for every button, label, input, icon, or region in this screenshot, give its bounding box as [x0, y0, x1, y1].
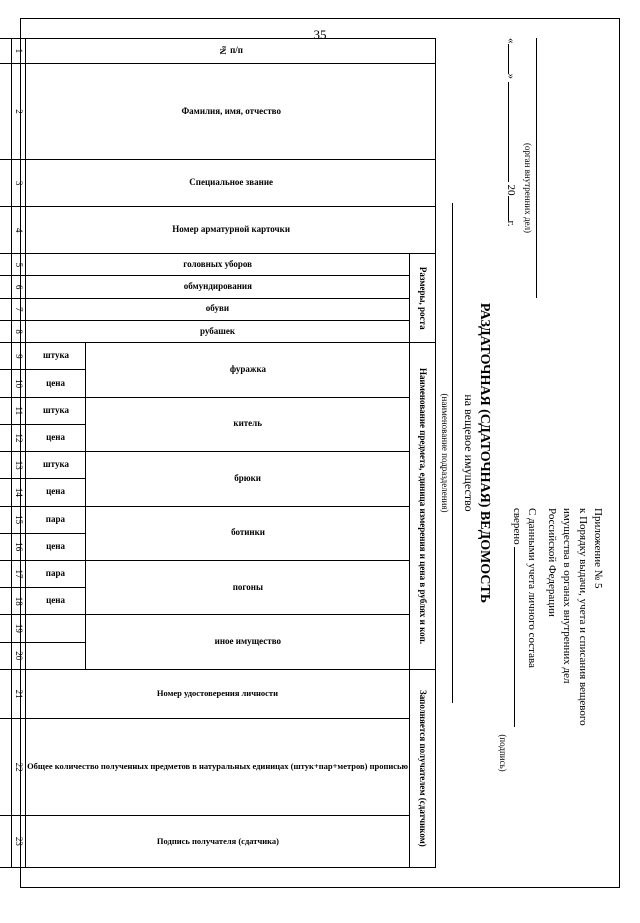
verify-line-2: сверено: [511, 508, 523, 545]
year-prefix: 20: [505, 185, 517, 196]
n19: 19: [12, 615, 26, 642]
n5: 5: [12, 254, 26, 276]
unit-name-line: [452, 203, 453, 703]
group-recipient: Заполняется получателем (сдатчиком): [410, 669, 436, 867]
header-left: (орган внутренних дел) « » 20 г.: [505, 38, 550, 338]
p12: цена: [46, 433, 65, 443]
date-day: [508, 44, 509, 74]
n15: 15: [12, 506, 26, 533]
ref-line-2: имущества в органах внутренних дел: [560, 508, 574, 868]
group-items: Наименование предмета, единица измерения…: [410, 343, 436, 670]
col-1: № п/п: [218, 46, 243, 56]
main-title: РАЗДАТОЧНАЯ (СДАТОЧНАЯ) ВЕДОМОСТЬ: [476, 38, 492, 868]
col-3: Специальное звание: [189, 178, 273, 188]
ref-line-1: к Порядку выдачи, учета и списания вещев…: [575, 508, 589, 868]
u13: штука: [43, 460, 69, 470]
u9: штука: [43, 351, 69, 361]
n14: 14: [12, 479, 26, 506]
n2: 2: [12, 63, 26, 159]
main-table: № п/п Фамилия, имя, отчество Специальное…: [0, 38, 436, 868]
verify-line-1: С данными учета личного состава: [525, 508, 539, 868]
date-month: [508, 82, 509, 182]
n11: 11: [12, 397, 26, 424]
n8: 8: [12, 321, 26, 343]
n7: 7: [12, 298, 26, 320]
u20: [26, 642, 86, 669]
date-year: [508, 196, 509, 221]
col-8: рубашек: [200, 327, 235, 337]
header-row-1: № п/п Фамилия, имя, отчество Специальное…: [410, 39, 436, 868]
n20: 20: [12, 642, 26, 669]
data-row-1: [0, 39, 12, 868]
org-line: [536, 38, 550, 298]
p10: цена: [46, 379, 65, 389]
p16: цена: [46, 542, 65, 552]
item-9: фуражка: [230, 365, 266, 375]
n18: 18: [12, 588, 26, 615]
col-6: обмундирования: [184, 282, 252, 292]
n1: 1: [12, 39, 26, 64]
sig-sub-label: (подпись): [498, 638, 508, 868]
col-2: Фамилия, имя, отчество: [181, 107, 281, 117]
page-frame: 35 Приложение № 5 к Порядку выдачи, учет…: [20, 18, 620, 888]
rotated-content: Приложение № 5 к Порядку выдачи, учета и…: [35, 38, 605, 868]
n23: 23: [12, 815, 26, 867]
col-22: Общее количество полученных предметов в …: [27, 762, 408, 771]
col-21: Номер удостоверения личности: [157, 689, 278, 698]
date-open: «: [505, 38, 517, 44]
u17: пара: [46, 569, 65, 579]
item-17: погоны: [233, 583, 263, 593]
p18: цена: [46, 596, 65, 606]
col-4: Номер арматурной карточки: [172, 225, 290, 235]
org-label: (орган внутренних дел): [523, 38, 533, 338]
date-close: »: [505, 74, 517, 80]
number-row: 1234567891011121314151617181920212223: [12, 39, 26, 868]
n9: 9: [12, 343, 26, 370]
unit-label: (наименование подразделения): [440, 38, 450, 868]
n21: 21: [12, 669, 26, 718]
ref-line-3: Российской Федерации: [545, 508, 559, 868]
item-13: брюки: [234, 474, 261, 484]
item-11: китель: [233, 419, 262, 429]
item-19: иное имущество: [215, 637, 281, 647]
year-suffix: г.: [505, 221, 517, 227]
col-23: Подпись получателя (сдатчика): [157, 837, 279, 846]
n10: 10: [12, 370, 26, 397]
u15: пара: [46, 515, 65, 525]
header-right: Приложение № 5 к Порядку выдачи, учета и…: [498, 508, 605, 868]
n16: 16: [12, 533, 26, 560]
n12: 12: [12, 424, 26, 451]
n13: 13: [12, 452, 26, 479]
p14: цена: [46, 487, 65, 497]
verify-sig-line: [514, 547, 515, 727]
subtitle: на вещевое имущество: [461, 38, 476, 868]
n4: 4: [12, 207, 26, 254]
group-sizes: Размеры, роста: [410, 254, 436, 343]
n22: 22: [12, 719, 26, 815]
n6: 6: [12, 276, 26, 298]
u11: штука: [43, 406, 69, 416]
n17: 17: [12, 560, 26, 587]
appendix-line: Приложение № 5: [591, 508, 605, 868]
col-7: обуви: [206, 304, 229, 314]
item-15: ботинки: [231, 528, 265, 538]
u19: [26, 615, 86, 642]
col-5: головных уборов: [183, 260, 252, 270]
n3: 3: [12, 160, 26, 207]
